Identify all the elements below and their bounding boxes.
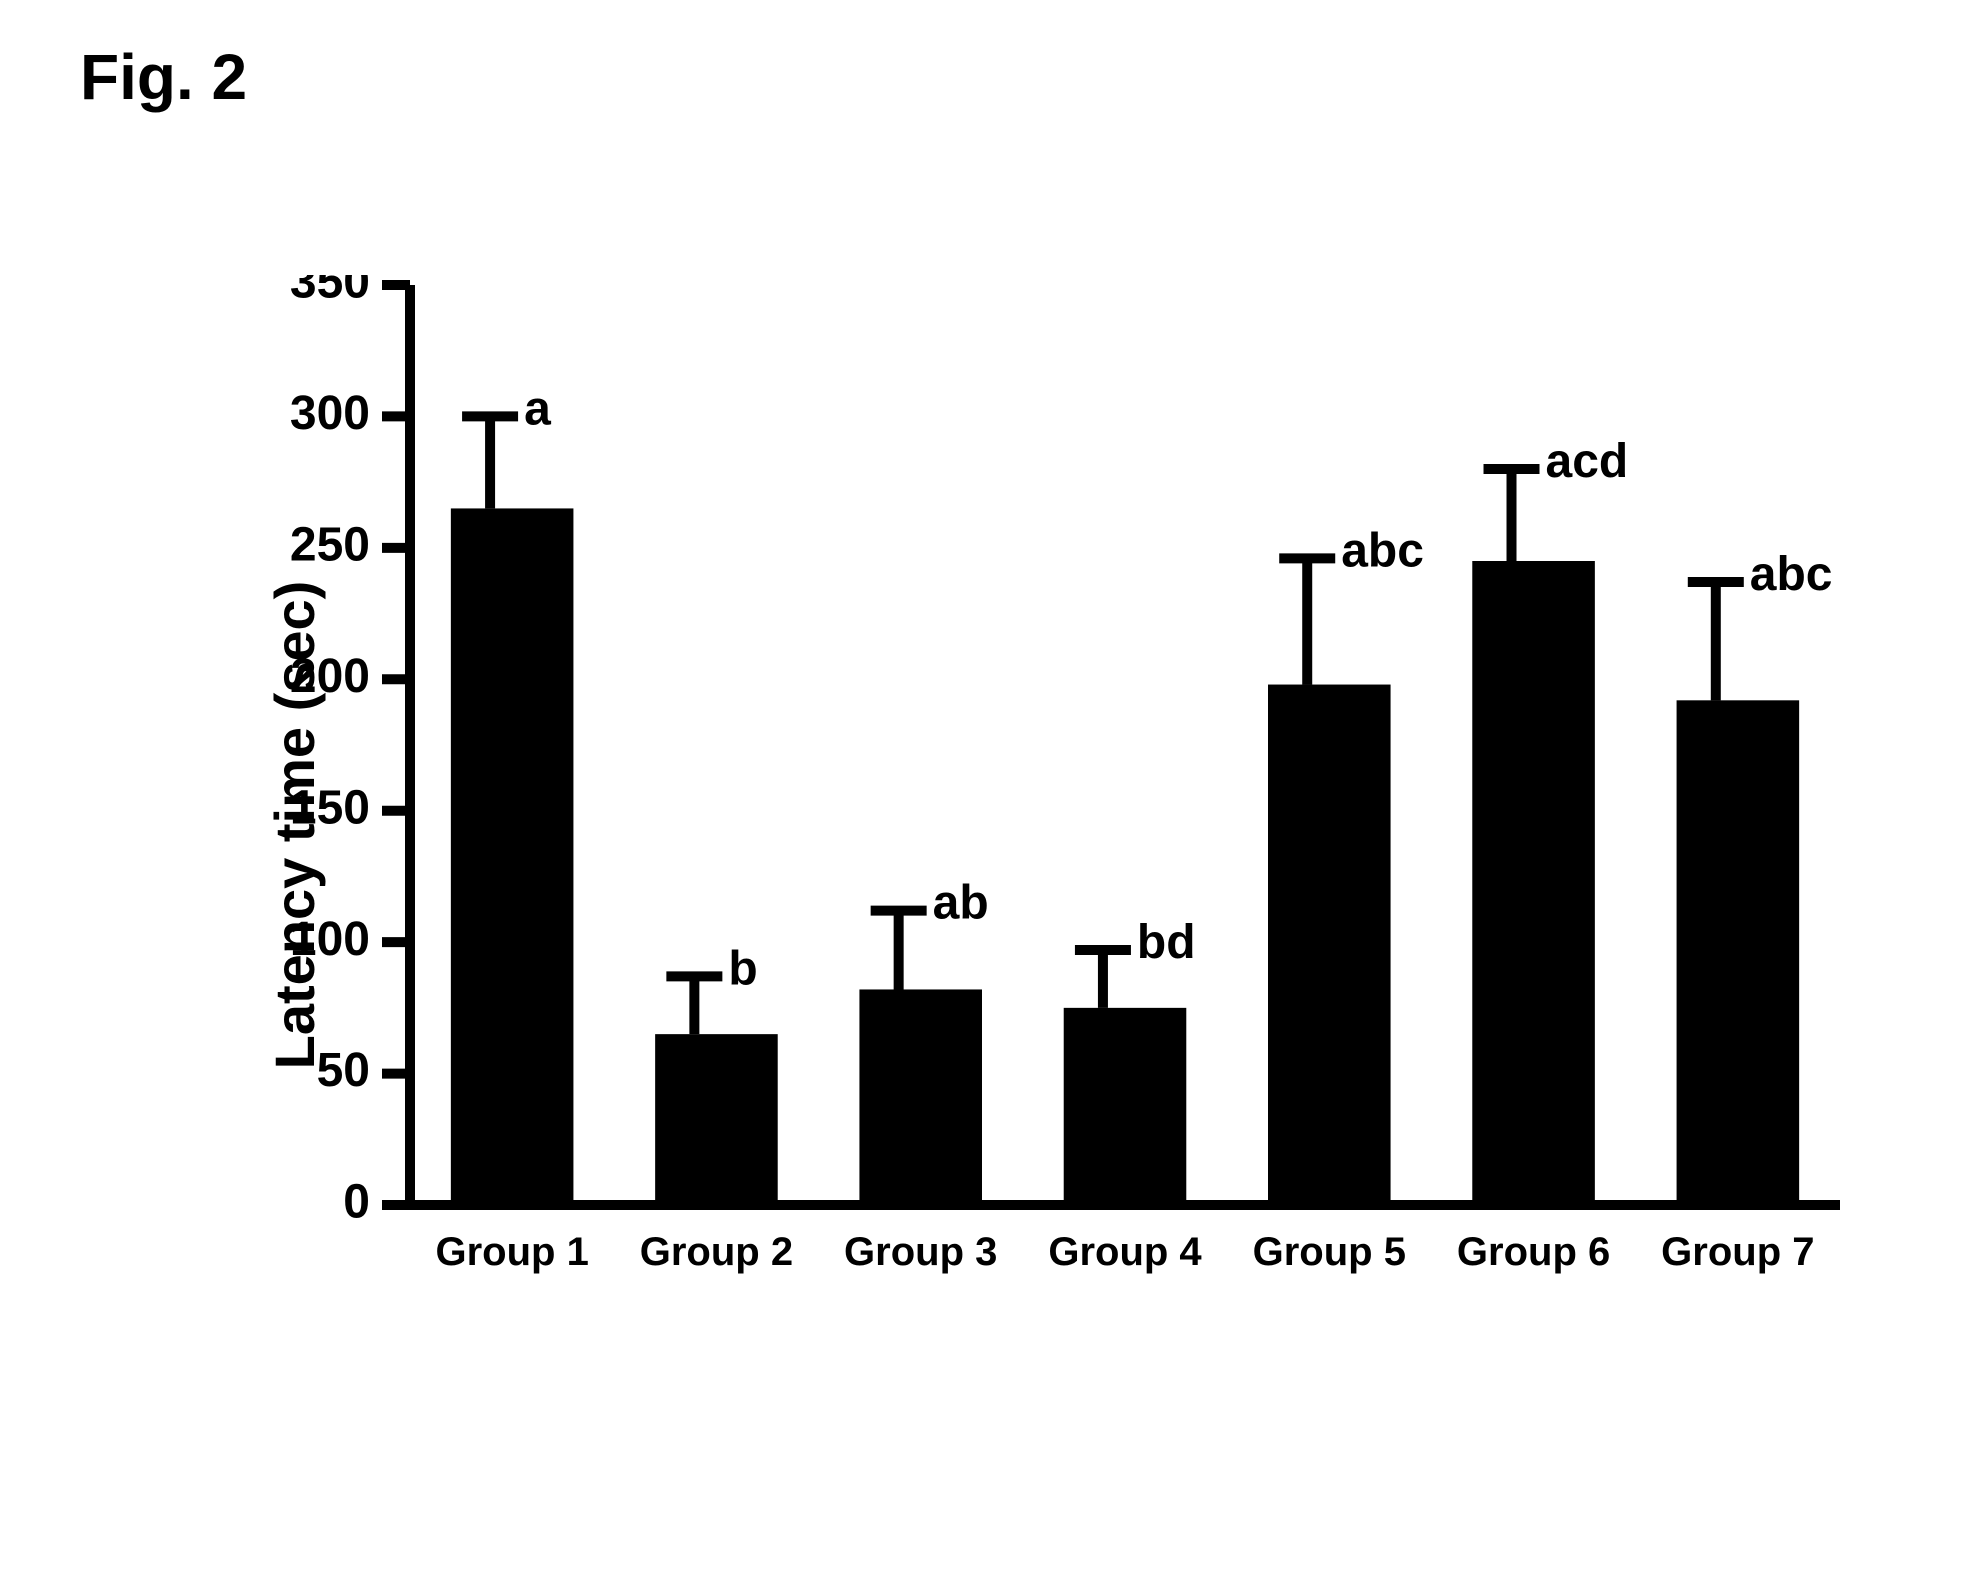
- category-label: Group 1: [435, 1230, 588, 1274]
- bar: [1064, 1008, 1187, 1205]
- y-tick-label: 100: [290, 913, 370, 966]
- category-label: Group 7: [1661, 1230, 1814, 1274]
- significance-label: abc: [1341, 524, 1424, 577]
- category-label: Group 3: [844, 1230, 997, 1274]
- significance-label: a: [524, 382, 551, 435]
- bar: [1677, 700, 1800, 1205]
- significance-label: b: [728, 942, 757, 995]
- bar: [451, 508, 574, 1205]
- category-label: Group 5: [1253, 1230, 1406, 1274]
- category-label: Group 2: [640, 1230, 793, 1274]
- y-tick-label: 0: [343, 1176, 370, 1229]
- significance-label: abc: [1750, 548, 1833, 601]
- significance-label: bd: [1137, 916, 1196, 969]
- y-tick-label: 200: [290, 650, 370, 703]
- category-label: Group 4: [1048, 1230, 1202, 1274]
- bar-chart: 0 50 100 150 200 250 300 350 a Group 1 b Group 2 ab G…: [280, 275, 1880, 1375]
- category-label: Group 6: [1457, 1230, 1610, 1274]
- significance-label: ab: [933, 877, 989, 930]
- y-tick-label: 150: [290, 781, 370, 834]
- significance-label: acd: [1546, 435, 1629, 488]
- bar: [1472, 561, 1595, 1205]
- bar: [655, 1034, 778, 1205]
- bar: [859, 989, 982, 1205]
- figure-label: Fig. 2: [80, 40, 247, 114]
- y-tick-label: 50: [317, 1044, 370, 1097]
- y-tick-label: 300: [290, 387, 370, 440]
- y-tick-label: 350: [290, 275, 370, 309]
- bar: [1268, 685, 1391, 1205]
- y-tick-label: 250: [290, 519, 370, 572]
- chart-container: Latency time (sec) 050100150200250300350…: [280, 275, 1880, 1375]
